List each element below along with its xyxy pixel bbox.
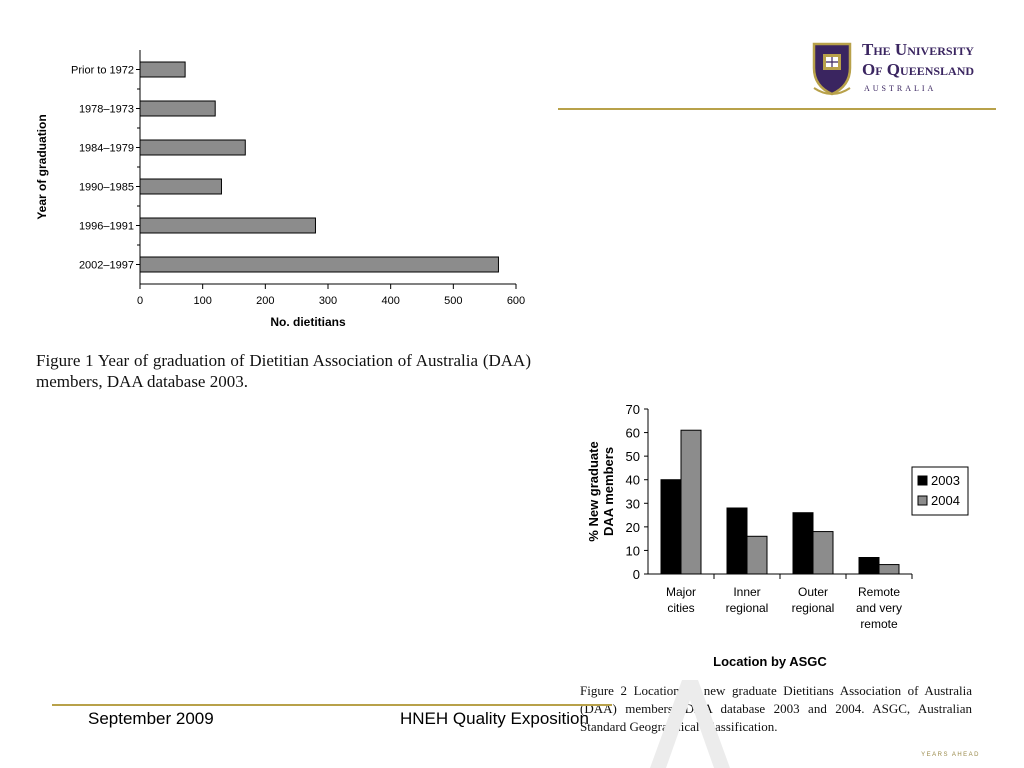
- y-axis-label: % New graduateDAA members: [586, 441, 616, 541]
- bar-1: [139, 100, 216, 117]
- bar-2003-1: [726, 507, 748, 575]
- x-tick-label-3: 300: [319, 295, 337, 307]
- footer-date: September 2009: [88, 709, 214, 728]
- university-crest-icon: [812, 42, 852, 96]
- bar-2004-0: [680, 429, 702, 575]
- bar-2: [139, 139, 246, 156]
- x-tick-label-1: Inner regional: [726, 585, 769, 615]
- tagline: YEARS AHEAD: [921, 752, 980, 758]
- legend-label-2004: 2004: [931, 493, 960, 508]
- x-tick-label-1: 100: [193, 295, 211, 307]
- bar-2003-2: [792, 512, 814, 575]
- figure-1-caption: Figure 1 Year of graduation of Dietitian…: [36, 351, 531, 391]
- legend-box: [911, 466, 969, 516]
- bar-2004-2: [812, 531, 834, 575]
- y-tick-label-1: 1978–1973: [79, 104, 134, 116]
- university-logo: The University Of Queensland AUSTRALIA: [810, 38, 1000, 100]
- y-tick-label-2: 1984–1979: [79, 143, 134, 155]
- bar-2004-1: [746, 535, 768, 575]
- y-tick-label-4: 1996–1991: [79, 221, 134, 233]
- x-tick-label-2: 200: [256, 295, 274, 307]
- y-tick-label-5: 2002–1997: [79, 260, 134, 272]
- y-tick-label-5: 50: [626, 449, 640, 464]
- legend-swatch-2003: [917, 475, 928, 486]
- x-tick-label-3: Remote and very remote: [856, 585, 902, 631]
- x-tick-label-0: 0: [137, 295, 143, 307]
- bar-2003-0: [660, 479, 682, 575]
- bar-5: [139, 256, 499, 273]
- logo-line-1: The University: [862, 40, 974, 59]
- y-tick-label-7: 70: [626, 402, 640, 417]
- y-tick-label-0: 0: [633, 567, 640, 582]
- figure-2-caption: Figure 2 Location of new graduate Dietit…: [580, 683, 972, 734]
- y-tick-label-0: Prior to 1972: [71, 65, 134, 77]
- logo-line-2: Of Queensland: [862, 60, 975, 79]
- footer-rule: [52, 704, 612, 706]
- header-rule: [558, 108, 996, 110]
- bar-2003-3: [858, 557, 880, 575]
- x-axis-label: No. dietitians: [270, 315, 346, 329]
- x-axis-label: Location by ASGC: [713, 654, 827, 669]
- x-tick-label-4: 400: [381, 295, 399, 307]
- bar-2004-3: [878, 564, 900, 575]
- y-tick-label-3: 1990–1985: [79, 182, 134, 194]
- x-tick-label-0: Major cities: [666, 585, 696, 615]
- legend-swatch-2004: [917, 495, 928, 506]
- x-tick-label-5: 500: [444, 295, 462, 307]
- watermark-shape-icon: [650, 680, 730, 768]
- footer-event: HNEH Quality Exposition: [400, 709, 589, 728]
- bar-0: [139, 61, 186, 78]
- chart-location-asgc: 0 10 20 30 40 50 60 70 Major cities Inner regional O…: [586, 402, 969, 669]
- y-axis-label: Year of graduation: [35, 114, 49, 219]
- x-tick-label-2: Outer regional: [792, 585, 835, 615]
- chart-graduation-year: Prior to 1972 1978–1973 1984–1979 1990–1985…: [35, 50, 525, 329]
- bar-3: [139, 178, 222, 195]
- y-tick-label-2: 20: [626, 520, 640, 535]
- y-tick-label-6: 60: [626, 426, 640, 441]
- x-tick-label-6: 600: [507, 295, 525, 307]
- bar-4: [139, 217, 316, 234]
- legend-label-2003: 2003: [931, 473, 960, 488]
- y-tick-label-3: 30: [626, 496, 640, 511]
- y-tick-label-4: 40: [626, 473, 640, 488]
- logo-line-3: AUSTRALIA: [864, 84, 937, 93]
- y-tick-label-1: 10: [626, 543, 640, 558]
